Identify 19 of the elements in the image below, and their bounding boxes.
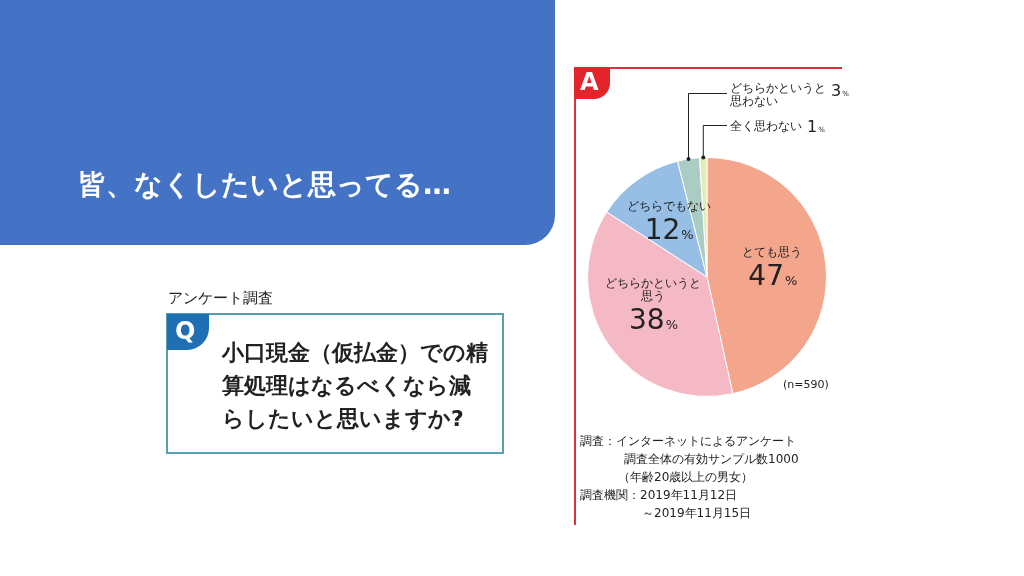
slice-label: とても思う [742,244,803,259]
text: Q [167,314,209,350]
slice-label: 全く思わない [730,118,802,133]
text: A [574,67,610,99]
text: アンケート調査 [168,289,273,308]
data-label: 47% [748,258,798,292]
data-label: 12% [644,212,694,246]
slice-label: どちらかというと思わない [729,80,826,108]
slice-label: どちらかというと思う [605,276,701,304]
text: ～2019年11月15日 [642,505,752,522]
text: (n=590) [783,378,829,391]
text: 調査機関：2019年11月12日 [580,487,738,504]
text: 小口現金（仮払金）での精算処理はなるべくなら減らしたいと思いますか? [222,339,489,433]
data-label: 38% [629,303,678,337]
text: 皆、なくしたいと思ってる… [78,167,451,203]
text: 調査：インターネットによるアンケート [580,433,796,450]
text: 調査全体の有効サンプル数1000 [624,451,799,468]
text: （年齢20歳以上の男女） [618,469,754,486]
slice-label: どちらでもない [626,198,711,213]
